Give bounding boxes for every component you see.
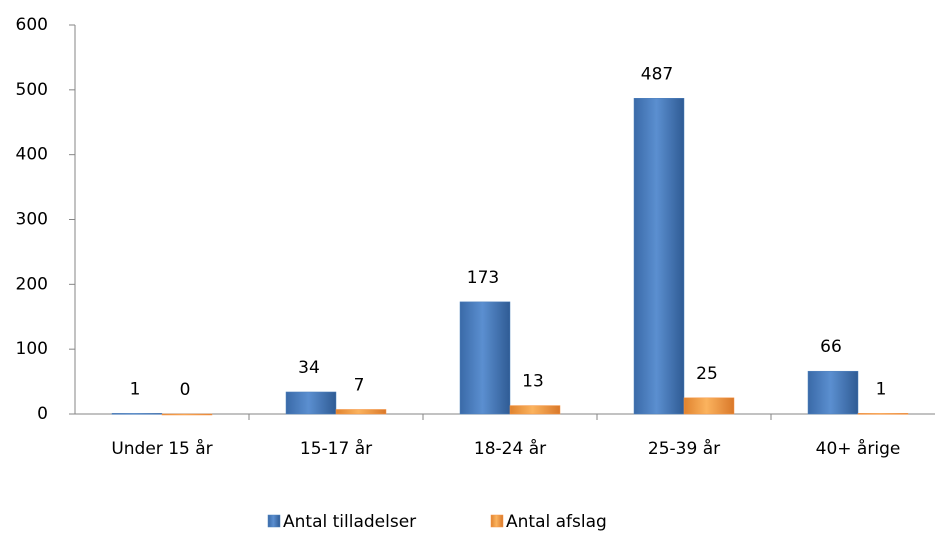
bar [807, 370, 859, 415]
bar [459, 301, 511, 415]
value-label: 34 [298, 358, 320, 378]
value-label: 0 [180, 380, 191, 400]
y-tick-label: 400 [16, 145, 48, 165]
bar [683, 397, 735, 415]
y-tick-label: 300 [16, 210, 48, 230]
y-tick-label: 600 [16, 15, 48, 35]
bar [633, 98, 685, 415]
bar [857, 413, 909, 415]
x-tick-label: 40+ årige [816, 438, 901, 459]
x-tick-label: 25-39 år [648, 438, 720, 459]
value-label: 25 [696, 364, 718, 384]
y-tick-label: 200 [16, 274, 48, 294]
x-tick-label: Under 15 år [111, 438, 212, 459]
x-tick-label: 15-17 år [300, 438, 372, 459]
legend-label: Antal tilladelser [283, 512, 416, 532]
y-tick-label: 0 [37, 404, 48, 424]
value-label: 173 [467, 268, 499, 288]
y-tick-label: 100 [16, 339, 48, 359]
bar [509, 405, 561, 415]
legend-swatch [267, 514, 281, 528]
value-label: 487 [641, 64, 673, 84]
legend-label: Antal afslag [506, 512, 607, 532]
value-label: 1 [130, 379, 141, 399]
x-tick-label: 18-24 år [474, 438, 546, 459]
value-label: 13 [522, 372, 544, 392]
bar [111, 413, 163, 415]
value-label: 1 [876, 379, 887, 399]
bar [335, 409, 387, 415]
value-label: 7 [354, 375, 365, 395]
value-label: 66 [820, 337, 842, 357]
bar [285, 391, 337, 415]
bar [161, 413, 213, 416]
y-tick-label: 500 [16, 80, 48, 100]
legend-swatch [490, 514, 504, 528]
